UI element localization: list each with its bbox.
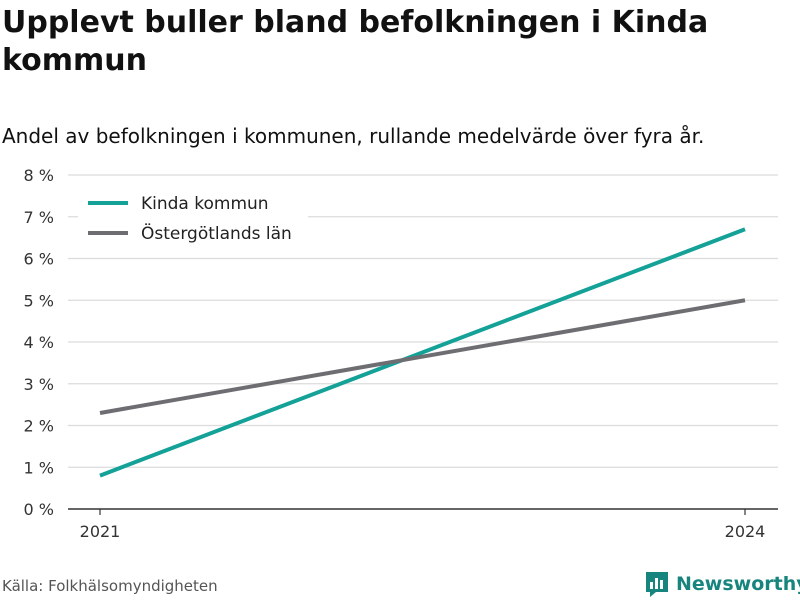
source-note: Källa: Folkhälsomyndigheten [2, 577, 218, 595]
series-line [99, 298, 746, 415]
legend-box [78, 186, 308, 254]
y-tick-label: 8 % [24, 166, 54, 185]
y-tick-label: 6 % [24, 250, 54, 269]
legend-label: Östergötlands län [141, 222, 292, 244]
legend-label: Kinda kommun [141, 194, 269, 214]
y-tick-label: 2 % [24, 417, 54, 436]
x-tick-label: 2024 [725, 522, 766, 541]
newsworthy-logo-icon [646, 572, 668, 597]
series-line [99, 227, 746, 478]
y-tick-label: 7 % [24, 208, 54, 227]
chart-title: Upplevt buller bland befolkningen i Kind… [2, 5, 709, 78]
y-tick-label: 1 % [24, 458, 54, 477]
chart-subtitle: Andel av befolkningen i kommunen, rullan… [2, 124, 705, 148]
y-tick-label: 0 % [24, 500, 54, 519]
y-tick-label: 4 % [24, 333, 54, 352]
y-tick-label: 3 % [24, 375, 54, 394]
brand-name: Newsworthy [676, 573, 800, 595]
brand-logo[interactable]: Newsworthy [644, 570, 800, 598]
line-chart: 0 % 1 % 2 % 3 % 4 % 5 % 6 % 7 % 8 % 2021 2024 Kinda… [24, 166, 778, 541]
y-tick-label: 5 % [24, 291, 54, 310]
x-tick-label: 2021 [80, 522, 121, 541]
